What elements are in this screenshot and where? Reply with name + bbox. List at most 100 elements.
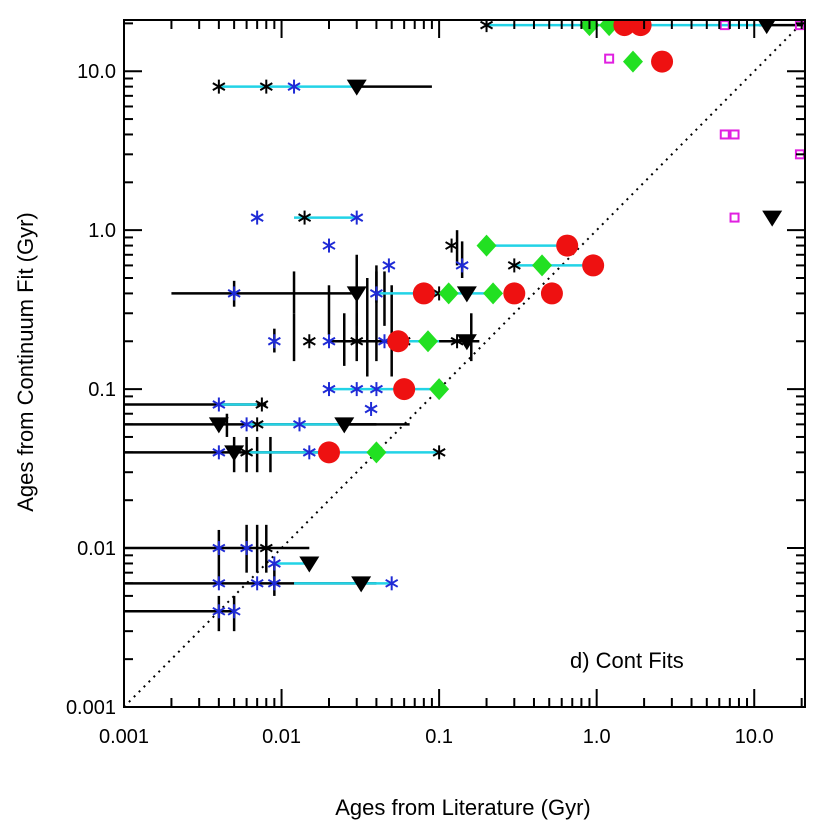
x-tick-label: 1.0 <box>583 726 611 748</box>
asterisk-stroke <box>267 559 281 568</box>
y-tick-label: 1.0 <box>88 220 116 242</box>
data-point-asterisk <box>240 541 254 556</box>
data-point-diamond <box>532 254 553 277</box>
data-point-asterisk <box>298 210 312 225</box>
data-point-asterisk <box>227 604 241 619</box>
asterisk-stroke <box>227 289 241 298</box>
data-point-asterisk <box>267 334 281 349</box>
asterisk-stroke <box>350 213 364 222</box>
data-point-asterisk <box>322 382 336 397</box>
data-point-diamond <box>476 234 497 257</box>
data-point-asterisk <box>445 238 459 253</box>
asterisk-stroke <box>455 261 469 270</box>
data-point-triangle <box>299 556 320 573</box>
data-point-square <box>794 20 805 31</box>
data-point-diamond <box>366 441 387 464</box>
asterisk-stroke <box>302 336 316 346</box>
asterisk-stroke <box>322 336 336 346</box>
data-point-asterisk <box>369 286 383 301</box>
asterisk-stroke <box>369 384 383 394</box>
data-point-asterisk <box>267 576 281 591</box>
data-point-diamond <box>483 282 504 305</box>
data-point-triangle <box>346 79 367 96</box>
axes <box>123 19 806 708</box>
data-point-diamond <box>417 330 438 353</box>
asterisk-stroke <box>227 606 241 616</box>
asterisk-stroke <box>322 241 336 250</box>
y-tick-label: 0.01 <box>77 538 116 560</box>
data-point-triangle <box>757 20 776 35</box>
x-tick-label: 0.001 <box>99 726 149 748</box>
asterisk-stroke <box>287 82 301 91</box>
asterisk-stroke <box>369 289 383 298</box>
data-point-asterisk <box>212 604 226 619</box>
x-tick-label: 10.0 <box>735 726 774 748</box>
data-point-asterisk <box>259 541 273 556</box>
data-point-triangle <box>351 576 372 593</box>
data-point-circle <box>556 234 579 257</box>
data-point-square <box>604 53 615 64</box>
data-point-triangle <box>334 417 355 434</box>
data-point-asterisk <box>322 238 336 253</box>
data-point-circle <box>317 441 340 464</box>
asterisk-stroke <box>240 420 254 429</box>
y-tick-label: 0.001 <box>66 697 116 719</box>
asterisk-stroke <box>259 82 273 91</box>
data-point-triangle <box>762 210 783 227</box>
data-point-asterisk <box>240 445 254 460</box>
asterisk-stroke <box>240 543 254 553</box>
x-tick-label: 0.01 <box>262 726 301 748</box>
data-point-asterisk <box>212 397 226 412</box>
data-point-triangle <box>224 445 245 462</box>
data-point-asterisk <box>350 382 364 397</box>
asterisk-stroke <box>385 578 399 588</box>
asterisk-stroke <box>212 578 226 588</box>
plot-area <box>124 20 805 707</box>
asterisk-stroke <box>292 420 307 429</box>
asterisk-stroke <box>267 336 281 346</box>
data-point-asterisk <box>350 210 364 225</box>
plot-frame <box>123 19 806 708</box>
data-point-triangle <box>208 417 229 434</box>
asterisk-stroke <box>350 336 364 346</box>
data-point-circle <box>412 282 435 305</box>
data-point-asterisk <box>255 397 269 412</box>
asterisk-stroke <box>267 578 281 588</box>
data-point-asterisk <box>292 417 307 432</box>
data-point-asterisk <box>455 258 469 273</box>
data-point-asterisk <box>227 286 241 301</box>
asterisk-stroke <box>507 261 521 270</box>
data-point-square <box>729 129 740 140</box>
identity-line <box>124 20 805 707</box>
data-point-asterisk <box>369 382 383 397</box>
asterisk-stroke <box>364 404 378 414</box>
asterisk-stroke <box>250 420 264 429</box>
data-point-asterisk <box>212 576 226 591</box>
data-point-square <box>729 212 740 223</box>
annotation-label: d) Cont Fits <box>570 648 684 673</box>
data-point-asterisk <box>250 417 264 432</box>
y-axis-title: Ages from Continuum Fit (Gyr) <box>13 212 38 512</box>
data-point-asterisk <box>212 79 226 94</box>
data-point-asterisk <box>382 258 396 273</box>
data-point-diamond <box>429 378 450 401</box>
asterisk-stroke <box>212 82 226 91</box>
data-point-square <box>719 20 730 31</box>
data-point-asterisk <box>432 445 446 460</box>
x-tick-label: 0.1 <box>425 726 453 748</box>
data-point-asterisk <box>364 401 378 416</box>
data-point-asterisk <box>385 576 399 591</box>
data-point-diamond <box>622 50 643 73</box>
data-point-asterisk <box>302 334 316 349</box>
data-point-circle <box>387 330 410 353</box>
data-point-triangle <box>456 286 477 303</box>
y-tick-label: 10.0 <box>77 61 116 83</box>
data-point-asterisk <box>350 334 364 349</box>
data-point-triangle <box>456 334 477 351</box>
asterisk-stroke <box>259 543 273 553</box>
asterisk-stroke <box>350 384 364 394</box>
asterisk-stroke <box>212 543 226 553</box>
x-axis-title: Ages from Literature (Gyr) <box>335 795 591 820</box>
data-point-asterisk <box>250 576 264 591</box>
asterisk-stroke <box>298 213 312 222</box>
